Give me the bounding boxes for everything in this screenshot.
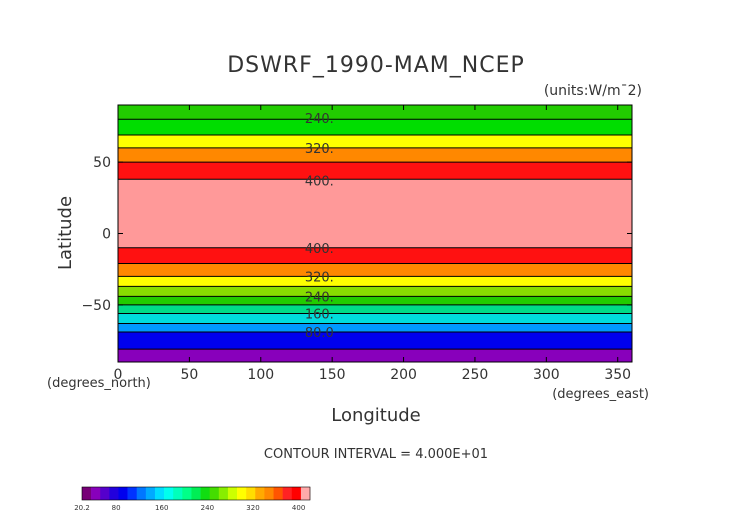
colorbar-label-2: 160 [155,504,168,512]
colorbar-swatch-14 [209,487,220,500]
x-tick-label-7: 350 [604,367,631,383]
band-9 [118,286,632,297]
y-unit-label: (degrees_north) [47,376,151,391]
colorbar: 20.2 80 160 240 320 400 [74,486,311,512]
colorbar-swatch-11 [182,487,192,500]
band-14 [118,332,632,350]
colorbar-swatch-1 [91,487,101,500]
band-7 [118,263,632,277]
x-tick-label-0: 0 [114,367,123,383]
plot-area [117,104,633,363]
band-12 [118,313,632,324]
colorbar-swatch-3 [109,487,119,500]
colorbar-swatch-5 [127,487,138,500]
y-axis-ticks: 50 0 −50 [81,155,632,314]
colorbar-swatch-10 [173,487,183,500]
x-tick-label-2: 100 [247,367,274,383]
colorbar-swatch-8 [154,487,165,500]
contour-label-1: 320. [305,142,334,157]
band-1 [118,119,632,135]
x-tick-label-3: 150 [319,367,346,383]
y-tick-label-0: 50 [93,155,111,171]
colorbar-label-0: 20.2 [74,504,90,512]
contour-interval-label: CONTOUR INTERVAL = 4.000E+01 [264,447,488,462]
colorbar-label-5: 400 [292,504,305,512]
colorbar-swatch-4 [118,487,128,500]
colorbar-swatch-17 [237,487,247,500]
y-tick-label-1: 0 [102,227,111,243]
colorbar-label-3: 240 [201,504,214,512]
contour-label-4: 320. [305,270,334,285]
band-8 [118,276,632,287]
band-6 [118,247,632,264]
colorbar-swatch-0 [82,487,92,500]
colorbar-swatch-16 [227,487,238,500]
colorbar-swatch-19 [255,487,265,500]
band-0 [118,105,632,120]
colorbar-swatch-24 [300,487,311,500]
band-13 [118,323,632,333]
x-axis-ticks: 0 50 100 150 200 250 300 350 [114,105,631,383]
x-unit-label: (degrees_east) [552,387,649,402]
colorbar-label-4: 320 [246,504,259,512]
colorbar-swatch-2 [100,487,110,500]
colorbar-swatch-7 [145,487,156,500]
y-tick-label-2: −50 [81,298,111,314]
chart-title: DSWRF_1990-MAM_NCEP [227,53,525,78]
colorbar-swatch-20 [264,487,274,500]
colorbar-swatch-23 [291,487,302,500]
colorbar-swatch-18 [246,487,256,500]
band-15 [118,349,632,362]
contour-label-3: 400. [305,242,334,257]
y-axis-label: Latitude [55,196,76,270]
x-tick-label-6: 300 [533,367,560,383]
colorbar-swatch-22 [282,487,293,500]
x-tick-label-5: 250 [462,367,489,383]
contour-label-6: 160. [305,307,334,322]
contour-label-7: 80.0 [305,326,334,341]
x-tick-label-1: 50 [180,367,198,383]
colorbar-swatch-21 [273,487,283,500]
contour-label-0: 240. [305,112,334,127]
colorbar-swatch-13 [200,487,210,500]
colorbar-swatch-6 [136,487,147,500]
units-label: (units:W/m¯2) [544,83,642,99]
band-11 [118,304,632,314]
colorbar-label-1: 80 [112,504,121,512]
band-5 [118,179,632,248]
contour-label-2: 400. [305,175,334,190]
band-10 [118,296,632,305]
colorbar-frame [81,486,311,501]
x-axis-label: Longitude [331,405,421,426]
colorbar-swatch-9 [164,487,174,500]
band-4 [118,162,632,180]
contour-label-5: 240. [305,290,334,305]
band-2 [118,134,632,148]
x-tick-label-4: 200 [390,367,417,383]
colorbar-swatch-12 [191,487,201,500]
colorbar-swatch-15 [218,487,229,500]
band-3 [118,147,632,163]
contour-labels: 240. 320. 400. 400. 320. 240. 160. 80.0 [305,112,334,341]
